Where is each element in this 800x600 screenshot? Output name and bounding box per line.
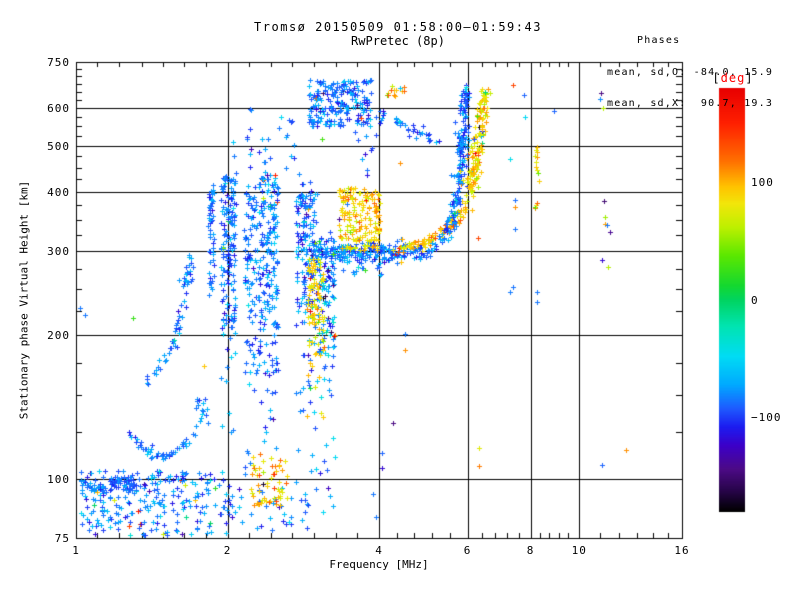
x-tick-label-2: 2 — [223, 544, 232, 557]
y-tick-label-750: 750 — [47, 56, 70, 69]
y-tick-label-600: 600 — [47, 102, 70, 116]
colorbar-bracket-close: ] — [745, 71, 754, 85]
y-tick-label-200: 200 — [47, 329, 70, 343]
colorbar-unit-text: deg — [720, 71, 746, 85]
x-tick-label-16: 16 — [674, 544, 690, 557]
page-subtitle: RwPretec (8p) — [351, 34, 445, 48]
x-tick-label-4: 4 — [375, 544, 383, 557]
x-tick-label-10: 10 — [571, 544, 587, 557]
colorbar-tick-label--100: −100 — [751, 411, 782, 424]
x-axis-title: Frequency [MHz] — [329, 558, 429, 571]
phases-summary: Phases mean, sd,O: -84.0, 15.9 mean, sd,… — [607, 15, 773, 131]
x-tick-label-8: 8 — [526, 544, 535, 557]
y-tick-label-400: 400 — [47, 185, 70, 199]
page-title: Tromsø 20150509 01:58:00–01:59:43 — [254, 20, 542, 34]
colorbar-tick-label-0: 0 — [751, 293, 759, 307]
x-tick-label-6: 6 — [463, 544, 472, 557]
y-tick-label-300: 300 — [47, 245, 70, 259]
phases-o-stats: mean, sd,O: -84.0, 15.9 — [607, 66, 774, 78]
colorbar-bracket-open: [ — [712, 71, 721, 85]
phases-heading: Phases — [637, 35, 681, 46]
colorbar-tick-label-100: 100 — [751, 176, 774, 189]
y-tick-label-75: 75 — [54, 532, 70, 545]
y-tick-label-100: 100 — [47, 472, 70, 486]
phases-x-stats: mean, sd,X: 90.7, 19.3 — [607, 98, 774, 109]
colorbar-unit-label: [deg] — [712, 71, 753, 85]
x-tick-label-1: 1 — [72, 544, 80, 557]
y-tick-label-500: 500 — [47, 139, 70, 153]
y-axis-title: Stationary phase Virtual Height [km] — [17, 180, 31, 420]
